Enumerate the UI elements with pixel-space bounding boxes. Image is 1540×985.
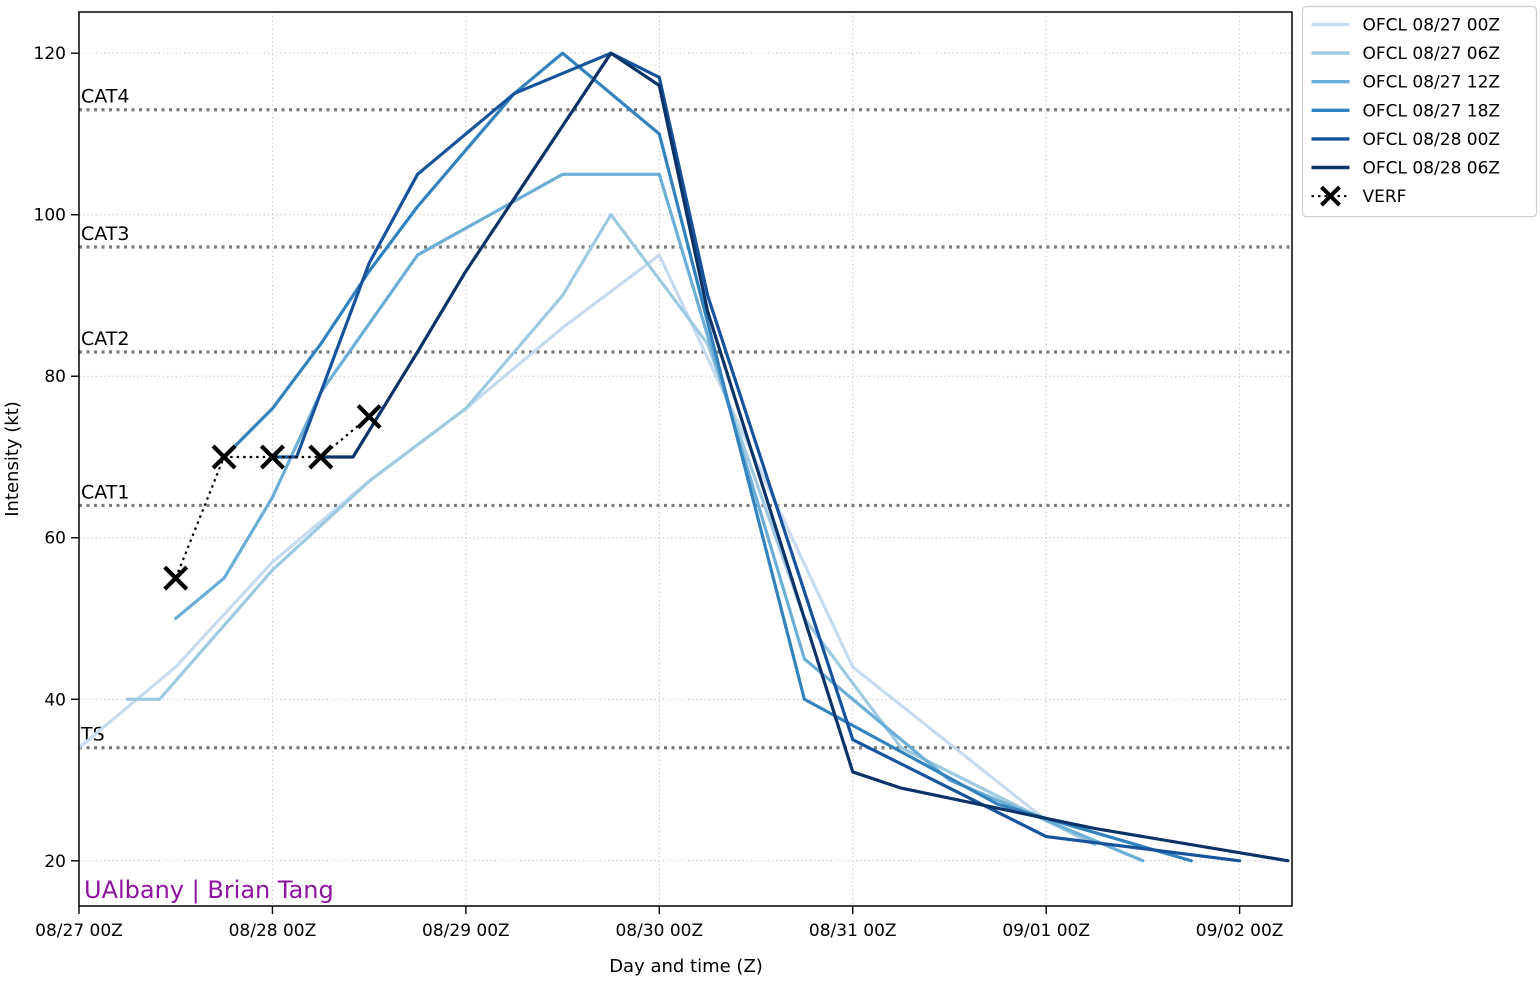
legend-label: OFCL 08/28 06Z xyxy=(1363,159,1501,179)
x-tick-label: 08/30 00Z xyxy=(615,921,703,941)
verf-x-marker xyxy=(356,404,382,430)
forecast-line-ofcl-08-28-06z xyxy=(319,51,1290,863)
legend-label: VERF xyxy=(1363,187,1407,207)
y-tick-label: 40 xyxy=(44,690,66,710)
plot-border xyxy=(78,11,1293,907)
gridlines xyxy=(78,12,1292,906)
legend-label: OFCL 08/27 12Z xyxy=(1363,73,1501,93)
verf-x-marker xyxy=(211,444,237,470)
legend-item-verf: VERF xyxy=(1311,185,1407,207)
threshold-label-CAT3: CAT3 xyxy=(81,223,129,245)
forecast-line-ofcl-08-27-12z xyxy=(174,172,1145,863)
threshold-label-CAT1: CAT1 xyxy=(81,481,129,503)
legend-label: OFCL 08/27 18Z xyxy=(1363,101,1501,121)
legend-label: OFCL 08/28 00Z xyxy=(1363,130,1501,150)
legend-item-ofcl-08-27-12z: OFCL 08/27 12Z xyxy=(1311,73,1501,93)
x-axis-label: Day and time (Z) xyxy=(609,956,763,977)
legend-item-ofcl-08-27-18z: OFCL 08/27 18Z xyxy=(1311,101,1501,121)
forecast-line-ofcl-08-27-06z xyxy=(125,213,1097,847)
legend-item-ofcl-08-28-06z: OFCL 08/28 06Z xyxy=(1311,159,1501,179)
x-tick-label: 09/02 00Z xyxy=(1196,921,1284,941)
verf-x-marker xyxy=(259,444,285,470)
forecast-lines xyxy=(77,51,1290,863)
y-tick-label: 20 xyxy=(44,852,66,872)
verf-x-marker xyxy=(308,444,334,470)
verf-line xyxy=(174,415,370,579)
verification-line xyxy=(163,404,382,591)
x-tick-label: 08/29 00Z xyxy=(422,921,510,941)
legend-box xyxy=(1301,5,1538,218)
forecast-line-ofcl-08-28-00z xyxy=(270,51,1242,863)
threshold-label-CAT4: CAT4 xyxy=(81,86,129,108)
legend-item-ofcl-08-27-00z: OFCL 08/27 00Z xyxy=(1311,16,1501,36)
x-tick-label: 08/27 00Z xyxy=(35,921,123,941)
legend-item-ofcl-08-27-06z: OFCL 08/27 06Z xyxy=(1311,44,1501,64)
watermark-text: UAlbany | Brian Tang xyxy=(84,876,334,904)
axis-tick-labels: 08/27 00Z 08/28 00Z 08/29 00Z 08/30 00Z 08/3… xyxy=(34,44,1284,941)
y-tick-label: 100 xyxy=(34,206,66,226)
y-tick-label: 80 xyxy=(44,367,66,387)
legend: OFCL 08/27 00Z OFCL 08/27 06Z OFCL 08/27 1… xyxy=(1301,5,1538,218)
x-tick-label: 08/31 00Z xyxy=(809,921,897,941)
x-tick-label: 08/28 00Z xyxy=(229,921,317,941)
legend-item-ofcl-08-28-00z: OFCL 08/28 00Z xyxy=(1311,130,1501,150)
verf-x-marker xyxy=(163,565,189,591)
legend-label: OFCL 08/27 00Z xyxy=(1363,16,1501,36)
y-axis-label: Intensity (kt) xyxy=(2,401,23,517)
legend-x-icon xyxy=(1320,185,1341,207)
legend-label: OFCL 08/27 06Z xyxy=(1363,44,1501,64)
y-tick-label: 60 xyxy=(44,529,66,549)
x-tick-label: 09/01 00Z xyxy=(1002,921,1090,941)
threshold-label-CAT2: CAT2 xyxy=(81,328,129,350)
axis-ticks xyxy=(71,52,1241,914)
y-tick-label: 120 xyxy=(34,44,66,64)
